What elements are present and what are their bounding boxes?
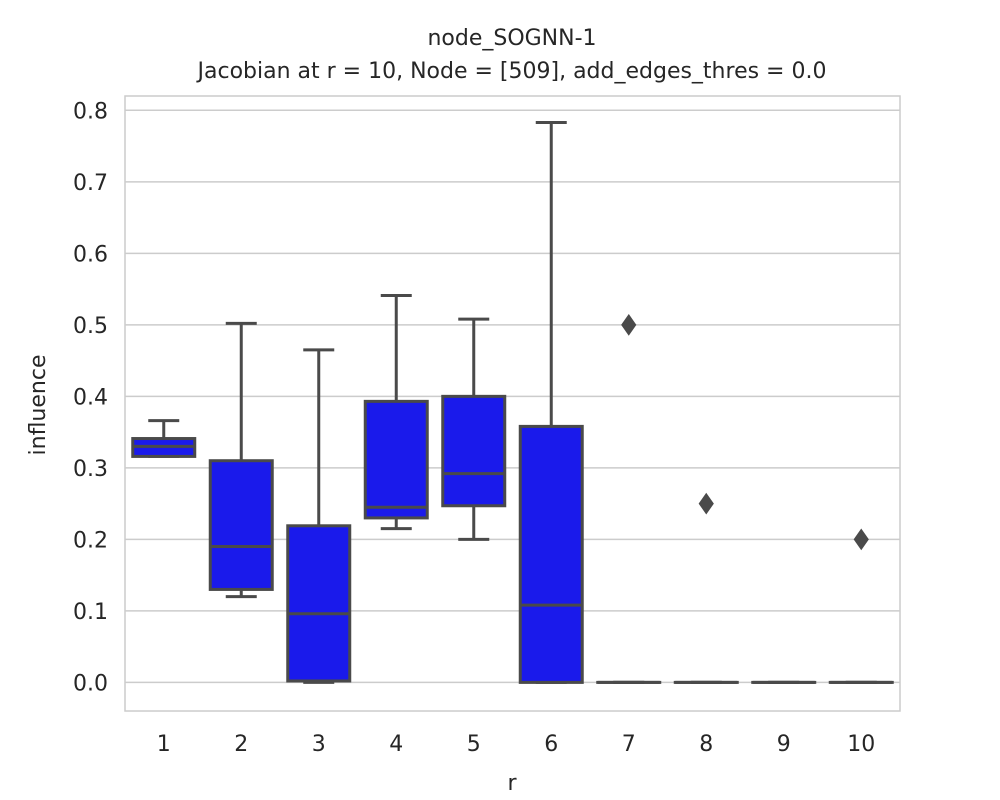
x-tick-label: 4: [389, 732, 403, 757]
y-tick-label: 0.1: [73, 600, 108, 625]
box-group-r6: [518, 120, 584, 684]
box-group-r5: [441, 317, 507, 541]
y-tick-label: 0.6: [73, 242, 108, 267]
x-tick-labels: 1 2 3 4 5 6 7 8 9 10: [157, 732, 876, 757]
x-tick-label: 10: [847, 732, 875, 757]
x-tick-label: 9: [777, 732, 791, 757]
x-tick-label: 3: [312, 732, 326, 757]
box-group-r10: [828, 528, 894, 684]
box-group-r3: [286, 348, 352, 684]
y-tick-label: 0.0: [73, 671, 108, 696]
plot-frame: [124, 95, 901, 712]
outlier-point: [621, 313, 637, 336]
y-tick-label: 0.3: [73, 457, 108, 482]
y-tick-labels: 0.0 0.1 0.2 0.3 0.4 0.5 0.6 0.7 0.8: [73, 99, 108, 696]
box-group-r7: [596, 313, 662, 684]
box-series: [131, 120, 894, 684]
box-group-r4: [363, 294, 429, 531]
y-tick-label: 0.2: [73, 528, 108, 553]
x-tick-label: 2: [234, 732, 248, 757]
x-tick-label: 1: [157, 732, 171, 757]
outlier-point: [853, 528, 869, 551]
chart-title: node_SOGNN-1: [427, 26, 596, 51]
box-group-r1: [131, 419, 197, 458]
x-tick-label: 7: [622, 732, 636, 757]
box-iqr: [441, 394, 507, 508]
box-iqr: [363, 399, 429, 520]
y-tick-label: 0.7: [73, 171, 108, 196]
x-tick-label: 5: [467, 732, 481, 757]
box-iqr: [286, 524, 352, 683]
y-tick-label: 0.5: [73, 314, 108, 339]
y-axis-label: influence: [26, 355, 51, 456]
box-group-r2: [208, 321, 274, 599]
box-group-r8: [673, 492, 739, 684]
x-tick-label: 8: [699, 732, 713, 757]
x-tick-label: 6: [544, 732, 558, 757]
box-iqr: [208, 459, 274, 591]
x-axis-label: r: [507, 771, 517, 796]
box-iqr: [518, 424, 584, 684]
y-tick-label: 0.8: [73, 99, 108, 124]
outlier-point: [698, 492, 714, 515]
chart-subtitle: Jacobian at r = 10, Node = [509], add_ed…: [196, 59, 827, 84]
y-tick-label: 0.4: [73, 385, 108, 410]
